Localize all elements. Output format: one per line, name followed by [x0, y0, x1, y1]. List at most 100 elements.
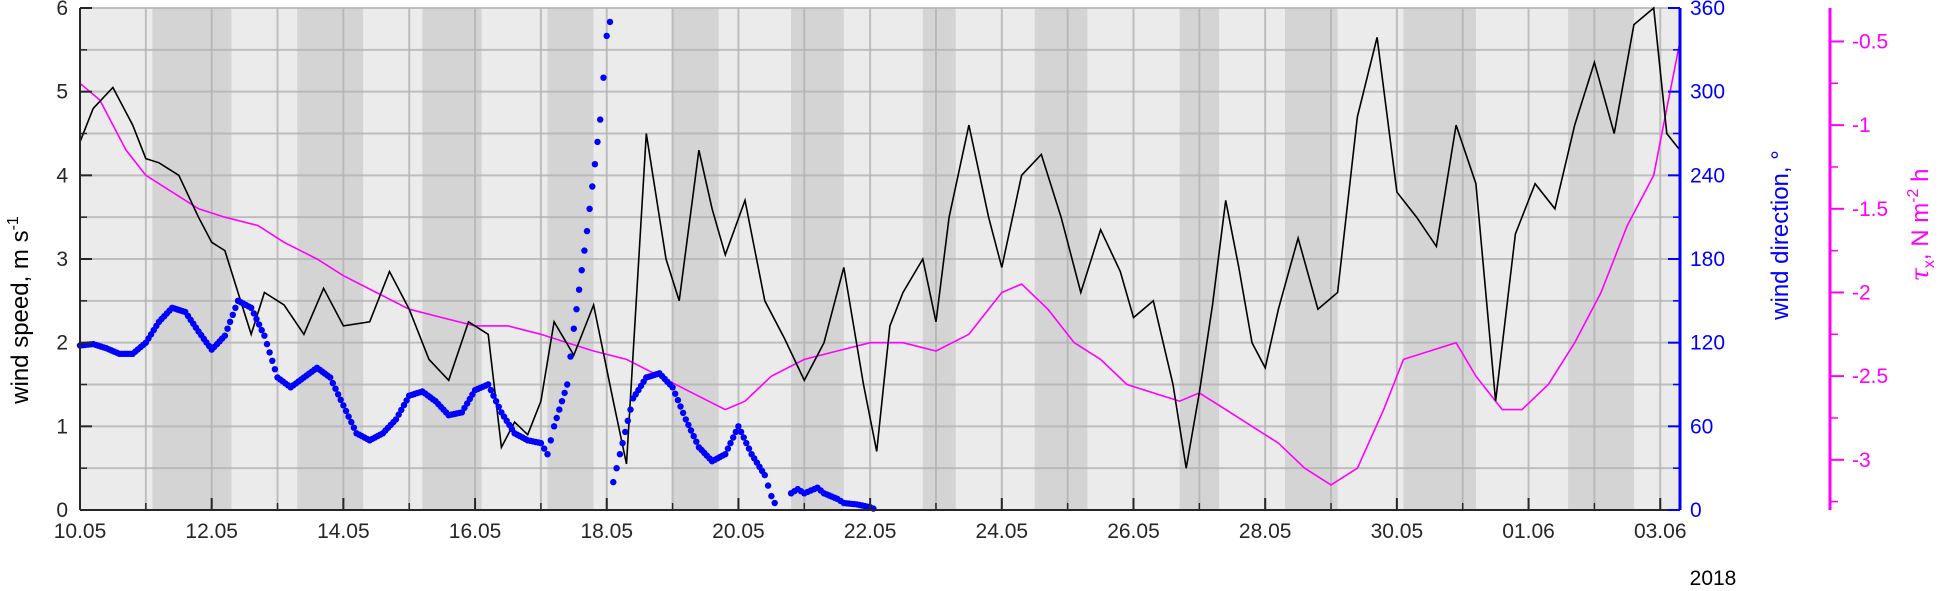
- wind-dir-dot-a-40-1: [586, 205, 593, 212]
- wind-dir-dot-a-31-0: [485, 381, 492, 388]
- wind-dir-dot-a-31-4: [495, 403, 502, 410]
- x-tick-label-0: 10.05: [54, 520, 107, 543]
- wind-dir-dot-s0-5-4: [679, 409, 687, 417]
- wind-dir-dot-a-39-1: [573, 306, 580, 313]
- wind-dir-dot-s0-1-0: [616, 451, 624, 458]
- x-tick-label-8: 26.05: [1107, 520, 1160, 543]
- wind-dir-dot-a-11-0: [221, 332, 229, 339]
- wind-dir-dot-a-40-3: [591, 161, 599, 168]
- wind-dir-dot-a-20-2: [345, 413, 352, 420]
- wind-dir-dot-s0-6-1: [685, 421, 692, 429]
- x-tick-label-11: 01.06: [1502, 520, 1555, 543]
- wind-dir-dot-a-37-4: [561, 389, 568, 397]
- wind-dir-dot-a-20-4: [350, 424, 358, 431]
- wind-dir-dot-s0-12-1: [764, 482, 772, 489]
- wind-dir-dot-a-38-0: [564, 381, 571, 388]
- wind-dir-dot-a-13-4: [258, 326, 265, 334]
- wind-dir-dot-s0-0-1: [613, 465, 620, 472]
- wind-dir-dot-a-19-4: [337, 396, 344, 403]
- wind-dir-dot-a-31-2: [490, 392, 497, 399]
- wind-dir-dot-s0-1-4: [627, 406, 634, 413]
- wind-dir-dot-s0-13-0: [768, 492, 775, 500]
- wind-dir-dot-a-40-0: [583, 227, 591, 235]
- y-left-tick-label-5: 5: [56, 81, 68, 104]
- wind-dir-dot-a-14-0: [261, 332, 268, 339]
- wind-dir-dot-s0-5-1: [672, 390, 679, 397]
- wind-dir-dot-s0-5-3: [677, 403, 684, 410]
- wind-dir-dot-s0-9-1: [724, 445, 732, 452]
- y-right1-tick-label-3: 180: [1690, 248, 1725, 271]
- wind-dir-dot-s0-1-3: [624, 417, 631, 424]
- x-tick-label-10: 30.05: [1371, 520, 1424, 543]
- x-tick-label-12: 03.06: [1634, 520, 1687, 543]
- y-left-tick-label-4: 4: [56, 164, 68, 187]
- series-tau-x-line: [79, 41, 1681, 486]
- wind-dir-dot-s0-13-1: [771, 499, 778, 507]
- wind-dir-dot-a-11-1: [224, 325, 231, 332]
- wind-dir-dot-a-24-3: [400, 401, 408, 409]
- wind-dir-dot-s0-1-1: [619, 439, 626, 447]
- x-tick-label-9: 28.05: [1239, 520, 1292, 543]
- wind-dir-dot-s0-9-4: [732, 428, 739, 436]
- wind-dir-dot-a-37-3: [558, 398, 566, 405]
- y-left-tick-label-2: 2: [56, 332, 68, 355]
- wind-dir-dot-a-13-0: [248, 304, 255, 311]
- wind-dir-dot-a-19-2: [332, 385, 339, 392]
- wind-dir-dot-a-11-2: [226, 318, 234, 325]
- wind-dir-dot-a-31-3: [492, 398, 500, 405]
- axes: 10.05 12.05 14.05 16.05 18.05 20.05 22.05 24.05…: [54, 0, 1888, 543]
- x-tick-label-3: 16.05: [449, 520, 502, 543]
- wind-dir-dot-a-11-4: [232, 304, 239, 311]
- wind-dir-dot-a-36-1: [547, 437, 554, 444]
- wind-dir-dot-a-42-0: [603, 32, 610, 40]
- wind-dir-dot-a-39-3: [578, 267, 585, 274]
- wind-dir-dot-s0-10-2: [740, 434, 747, 441]
- wind-dir-dot-a-31-1: [487, 386, 495, 394]
- wind-dir-dot-a-14-3: [269, 357, 276, 364]
- y-right2-tick-label-1: -2.5: [1852, 365, 1888, 388]
- wind-dir-dot-a-24-0: [392, 416, 400, 423]
- wind-dir-dot-a-20-1: [342, 407, 350, 415]
- wind-dir-dot-s0-1-2: [622, 428, 629, 436]
- y-left-tick-label-1: 1: [56, 415, 68, 438]
- wind-dir-dot-s0-5-2: [674, 396, 682, 404]
- wind-dir-dot-a-14-2: [266, 349, 273, 356]
- wind-dir-dot-a-40-4: [594, 138, 601, 146]
- y-left-tick-label-6: 6: [56, 0, 68, 20]
- wind-dir-dot-a-37-0: [550, 423, 558, 430]
- wind-dir-dot-a-24-1: [395, 411, 402, 418]
- wind-dir-dot-a-19-1: [329, 379, 336, 387]
- y-right1-tick-label-0: 0: [1690, 499, 1702, 522]
- wind-dir-dot-a-24-2: [398, 406, 405, 414]
- wind-dir-dot-s0-10-3: [743, 439, 750, 447]
- wind-dir-dot-a-20-3: [348, 418, 355, 426]
- wind-dir-dot-s0-12-0: [761, 471, 768, 479]
- y-right1-tick-label-2: 120: [1690, 332, 1725, 355]
- x-tick-label-1: 12.05: [185, 520, 238, 543]
- y-right2-tick-label-5: -0.5: [1852, 30, 1888, 53]
- labels: 2018 wind speed, m s-1 wind direction, °…: [5, 150, 1938, 590]
- wind-dir-dot-a-39-0: [570, 325, 577, 332]
- wind-dir-dot-s0-0-0: [610, 478, 617, 486]
- wind-dir-dot-a-19-3: [334, 391, 342, 398]
- wind-dir-dot-a-19-0: [327, 374, 334, 381]
- wind-dir-dot-a-11-3: [229, 311, 236, 318]
- wind-dir-dot-a-37-1: [553, 414, 560, 422]
- x-tick-label-7: 24.05: [976, 520, 1029, 543]
- y-right1-tick-label-6: 360: [1690, 0, 1725, 20]
- x-year-label: 2018: [1690, 567, 1737, 590]
- wind-dir-dot-a-37-2: [556, 406, 563, 413]
- wind-dir-dot-a-14-4: [271, 366, 279, 373]
- wind-dir-dot-a-36-0: [544, 451, 551, 458]
- y-right1-tick-label-1: 60: [1690, 415, 1713, 438]
- wind-dir-dot-a-41-1: [600, 74, 607, 81]
- x-tick-label-6: 22.05: [844, 520, 897, 543]
- series-wind-direction-dots: [76, 18, 877, 512]
- wind-dir-dot-s0-6-0: [682, 416, 689, 423]
- wind-dir-dot-a-39-2: [575, 286, 583, 293]
- series-wind-speed-line: [79, 6, 1681, 469]
- y-left-tick-label-3: 3: [56, 248, 68, 271]
- wind-dir-dot-a-14-1: [263, 340, 271, 348]
- wind-dir-dot-s0-9-2: [727, 439, 734, 447]
